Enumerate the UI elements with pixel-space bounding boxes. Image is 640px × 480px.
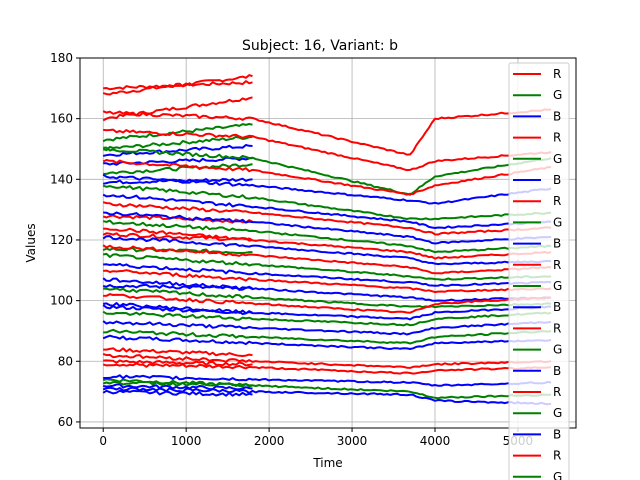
series-line-g-24 bbox=[102, 184, 552, 221]
series-line-r-14 bbox=[103, 347, 253, 357]
series-line-b-17 bbox=[103, 383, 253, 391]
x-tick-label: 2000 bbox=[254, 434, 285, 448]
legend-label-g: G bbox=[553, 279, 562, 293]
series-line-r-19 bbox=[102, 108, 552, 156]
series-line-g-39 bbox=[102, 310, 552, 327]
series-line-r-15 bbox=[103, 359, 253, 367]
series-line-b-25 bbox=[102, 193, 552, 229]
series-line-r-26 bbox=[102, 201, 552, 236]
legend-label-b: B bbox=[553, 109, 561, 123]
legend-label-r: R bbox=[553, 449, 561, 463]
series-line-g-21 bbox=[103, 146, 552, 196]
legend-label-b: B bbox=[553, 237, 561, 251]
series-line-g-41 bbox=[103, 328, 552, 345]
series-line-g-4 bbox=[102, 135, 253, 152]
series-line-b-5 bbox=[102, 144, 253, 157]
legend-label-b: B bbox=[553, 300, 561, 314]
legend-label-r: R bbox=[553, 194, 561, 208]
series-line-g-3 bbox=[102, 123, 253, 143]
series-lines bbox=[102, 74, 552, 406]
y-tick-label: 140 bbox=[50, 172, 73, 186]
x-tick-label: 4000 bbox=[420, 434, 451, 448]
series-line-r-1 bbox=[102, 74, 253, 96]
legend-label-r: R bbox=[553, 131, 561, 145]
series-line-b-30 bbox=[102, 235, 552, 266]
series-line-r-43 bbox=[102, 353, 552, 369]
x-axis-title: Time bbox=[312, 456, 342, 470]
legend-label-g: G bbox=[553, 343, 562, 357]
series-line-g-32 bbox=[103, 252, 552, 281]
legend-label-b: B bbox=[553, 427, 561, 441]
series-line-b-47 bbox=[102, 386, 552, 406]
y-tick-label: 160 bbox=[50, 112, 73, 126]
legend-label-g: G bbox=[553, 88, 562, 102]
series-line-b-42 bbox=[102, 334, 552, 350]
series-line-r-34 bbox=[103, 269, 552, 294]
y-tick-label: 100 bbox=[50, 294, 73, 308]
series-line-b-35 bbox=[102, 277, 552, 302]
series-line-r-20 bbox=[103, 128, 552, 172]
series-line-b-45 bbox=[103, 374, 552, 387]
legend-label-r: R bbox=[553, 385, 561, 399]
series-line-g-7 bbox=[103, 163, 253, 175]
y-tick-label: 120 bbox=[50, 233, 73, 247]
y-tick-label: 80 bbox=[58, 354, 73, 368]
legend-box bbox=[508, 62, 570, 480]
series-line-r-10 bbox=[102, 232, 253, 242]
chart-title: Subject: 16, Variant: b bbox=[242, 38, 398, 54]
series-line-g-28 bbox=[102, 219, 552, 254]
y-tick-label: 180 bbox=[50, 51, 73, 65]
series-line-r-44 bbox=[102, 362, 552, 375]
legend-label-r: R bbox=[553, 321, 561, 335]
series-line-g-36 bbox=[103, 287, 552, 309]
series-line-r-0 bbox=[103, 80, 253, 91]
legend-label-r: R bbox=[553, 67, 561, 81]
series-line-b-38 bbox=[103, 302, 552, 321]
y-axis-title: Values bbox=[24, 223, 38, 262]
series-line-r-37 bbox=[103, 293, 552, 314]
series-line-b-40 bbox=[102, 320, 552, 336]
x-tick-label: 3000 bbox=[337, 434, 368, 448]
legend-label-r: R bbox=[553, 258, 561, 272]
series-line-r-31 bbox=[102, 244, 552, 275]
series-line-b-23 bbox=[102, 173, 552, 205]
series-line-g-46 bbox=[102, 380, 552, 400]
series-line-r-22 bbox=[102, 159, 552, 196]
legend-label-b: B bbox=[553, 173, 561, 187]
x-tick-label: 0 bbox=[99, 434, 107, 448]
series-line-r-9 bbox=[102, 214, 253, 224]
plot-frame bbox=[79, 57, 577, 429]
series-line-b-27 bbox=[103, 211, 552, 245]
y-axis-ticks: 60 80 100 120 140 160 180 bbox=[50, 51, 80, 429]
series-line-r-29 bbox=[103, 227, 552, 260]
series-line-b-33 bbox=[103, 262, 552, 287]
legend-label-g: G bbox=[553, 215, 562, 229]
x-tick-label: 1000 bbox=[171, 434, 202, 448]
legend-label-g: G bbox=[553, 470, 562, 480]
y-tick-label: 60 bbox=[58, 415, 73, 429]
series-line-r-2 bbox=[102, 96, 253, 122]
legend-label-b: B bbox=[553, 364, 561, 378]
legend-label-g: G bbox=[553, 406, 562, 420]
legend-label-g: G bbox=[553, 152, 562, 166]
series-line-b-18 bbox=[102, 389, 253, 397]
